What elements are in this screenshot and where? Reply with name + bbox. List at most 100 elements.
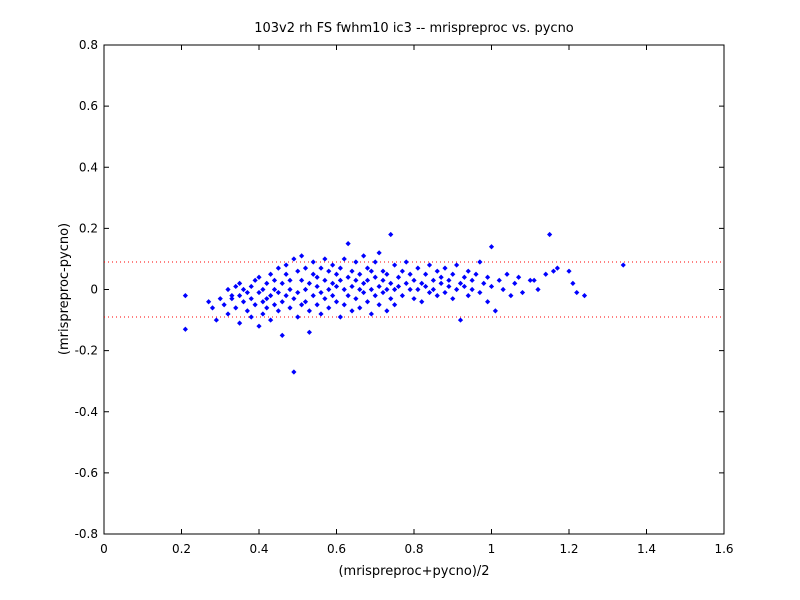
data-point — [423, 271, 429, 277]
y-tick-label: 0.6 — [79, 99, 98, 113]
data-point — [454, 262, 460, 268]
data-point — [275, 289, 281, 296]
data-point — [279, 280, 285, 286]
data-point — [442, 289, 448, 296]
data-point — [310, 293, 316, 299]
data-point — [240, 299, 247, 305]
data-point — [392, 286, 398, 293]
data-point — [434, 268, 440, 274]
data-point — [535, 286, 541, 293]
data-point — [229, 293, 235, 299]
data-point — [221, 302, 227, 308]
data-point — [333, 299, 340, 305]
data-point — [349, 268, 355, 274]
data-point — [260, 299, 266, 305]
data-point — [434, 293, 440, 299]
data-point — [302, 286, 309, 293]
y-tick-label: 0.4 — [79, 160, 98, 174]
data-point — [237, 280, 243, 286]
data-point — [469, 277, 475, 283]
data-point — [446, 283, 452, 290]
data-point — [268, 293, 274, 299]
data-point — [477, 289, 483, 296]
data-point — [376, 250, 382, 256]
x-tick-label: 0.4 — [249, 542, 268, 556]
data-point — [287, 286, 293, 293]
data-point — [310, 259, 316, 265]
data-point — [512, 280, 518, 286]
data-point — [299, 302, 305, 308]
y-tick-label: 0 — [90, 283, 98, 297]
data-point — [341, 286, 347, 293]
data-point — [461, 283, 467, 290]
data-point — [496, 277, 502, 283]
data-point — [430, 277, 436, 283]
data-point — [322, 256, 328, 262]
data-point — [368, 311, 374, 317]
data-point — [279, 299, 285, 305]
data-point — [240, 286, 247, 293]
data-point — [306, 308, 312, 314]
data-point — [244, 308, 250, 314]
y-tick-label: -0.4 — [75, 405, 98, 419]
data-point — [302, 265, 309, 271]
data-point — [314, 274, 320, 280]
data-point — [473, 271, 479, 277]
data-point — [376, 302, 382, 308]
data-point — [395, 274, 402, 280]
data-point — [271, 286, 278, 293]
data-point — [430, 286, 436, 293]
data-point — [233, 283, 239, 290]
data-point — [330, 262, 336, 268]
data-point — [225, 286, 231, 293]
data-point — [283, 271, 289, 277]
data-point — [318, 289, 324, 296]
data-point — [403, 259, 409, 265]
data-point — [384, 286, 390, 293]
data-point — [322, 277, 328, 283]
data-point — [415, 286, 421, 293]
y-tick-label: 0.8 — [79, 38, 98, 52]
data-point — [233, 305, 239, 311]
data-point — [388, 280, 394, 286]
data-point — [264, 305, 270, 311]
data-point — [485, 299, 491, 305]
x-tick-label: 1.4 — [637, 542, 656, 556]
data-point — [492, 308, 498, 314]
data-point — [341, 302, 347, 308]
data-point — [469, 286, 475, 293]
data-point — [213, 317, 219, 323]
data-point — [457, 317, 464, 323]
data-point — [268, 271, 274, 277]
data-point — [295, 289, 301, 296]
data-point — [620, 262, 626, 268]
axis-ticks: 0 0.2 0.4 0.6 0.8 1 1.2 1.4 1.6 0.8 0.6 0.4 0.2 0 -0.2… — [75, 38, 734, 556]
data-point — [271, 302, 278, 308]
data-point — [291, 296, 297, 302]
data-point — [310, 271, 316, 277]
data-point — [333, 283, 340, 290]
data-point — [411, 296, 417, 302]
data-point — [531, 277, 537, 283]
data-point — [388, 296, 394, 302]
data-point — [426, 262, 433, 268]
data-point — [279, 332, 285, 338]
data-point — [229, 296, 235, 302]
data-point — [457, 280, 464, 286]
data-point — [326, 305, 332, 311]
x-tick-label: 1.2 — [559, 542, 578, 556]
data-point — [438, 280, 444, 286]
data-point — [209, 305, 216, 311]
data-point — [295, 268, 301, 274]
data-point — [252, 302, 258, 308]
data-point — [337, 265, 343, 271]
data-point — [392, 262, 398, 268]
data-point — [384, 271, 390, 277]
data-point — [244, 289, 250, 296]
data-point — [380, 277, 386, 283]
data-point — [392, 302, 398, 308]
data-point — [364, 277, 371, 283]
data-point — [326, 268, 332, 274]
data-point — [256, 289, 262, 296]
